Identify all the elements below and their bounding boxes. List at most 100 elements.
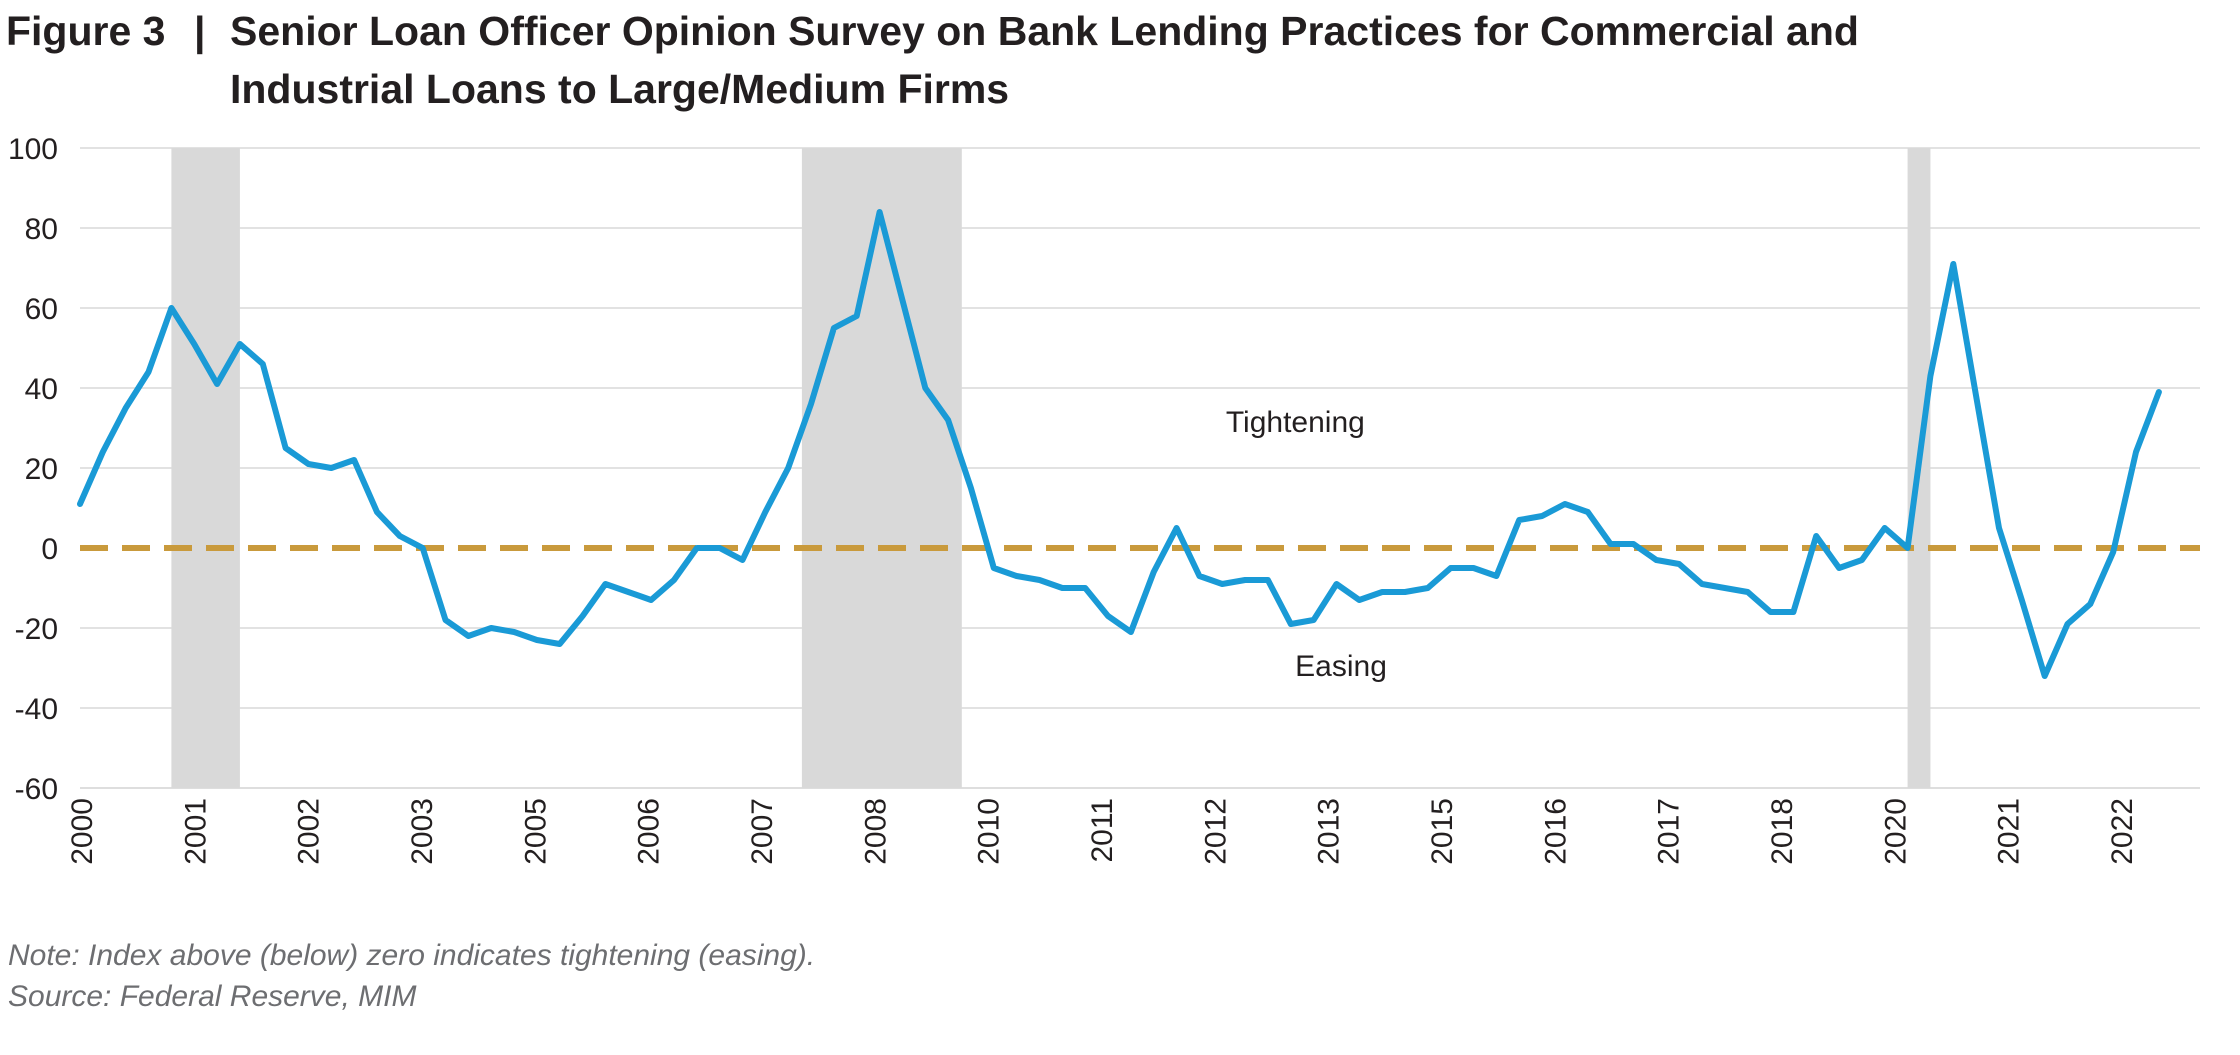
data-point [558,642,562,646]
data-point [2134,450,2138,454]
x-tick-label: 2003 [406,798,439,865]
data-point [215,382,219,386]
x-tick-label: 2011 [1086,798,1119,863]
data-point [352,458,356,462]
data-point [1791,610,1795,614]
figure-separator: | [194,8,206,54]
data-point [1700,582,1704,586]
data-point [809,402,813,406]
data-point [1334,582,1338,586]
data-point [946,418,950,422]
data-point [238,342,242,346]
y-tick-label: -20 [15,613,58,646]
y-tick-label: 60 [25,293,58,326]
data-point [1837,566,1841,570]
data-point [1563,502,1567,506]
y-tick-label: 80 [25,213,58,246]
x-tick-label: 2017 [1653,798,1686,865]
x-tick-label: 2018 [1766,798,1799,865]
data-point [2088,602,2092,606]
data-point [1015,574,1019,578]
x-tick-label: 2012 [1199,798,1232,865]
annotation-easing: Easing [1295,650,1387,683]
data-point [466,634,470,638]
data-point [741,558,744,562]
data-point [1220,582,1224,586]
data-point [1152,570,1156,574]
data-point [1494,574,1498,578]
data-point [1746,590,1750,594]
data-point [261,362,265,366]
data-point [444,618,448,622]
data-point [695,546,699,550]
data-point [329,466,333,470]
data-point [1060,586,1064,590]
data-point [1083,586,1087,590]
data-point [147,370,151,374]
data-point [603,582,607,586]
data-point [1609,542,1613,546]
data-point [306,462,310,466]
data-point [398,534,402,538]
data-point [992,566,996,570]
data-point [284,446,288,450]
x-tick-label: 2002 [293,798,326,865]
data-point [649,598,653,602]
data-point [2043,674,2047,678]
data-point [786,466,790,470]
x-tick-label: 2013 [1313,798,1346,865]
data-point [1540,514,1544,518]
chart-title: Senior Loan Officer Opinion Survey on Ba… [230,8,1859,112]
series-line [77,209,2162,679]
data-point [1175,526,1179,530]
annotations: Tightening Easing [1226,406,1387,683]
data-point [2157,390,2161,394]
data-point [672,578,676,582]
note-text: Note: Index above (below) zero indicates… [8,939,816,972]
data-point [1860,558,1864,562]
data-point [832,326,836,330]
data-point [1654,558,1658,562]
data-point [900,298,904,302]
series-layer [77,209,2162,679]
data-point [1426,586,1430,590]
source-text: Source: Federal Reserve, MIM [8,980,417,1013]
x-tick-label: 2005 [519,798,552,865]
data-point [1723,586,1727,590]
x-tick-label: 2020 [1879,798,1912,865]
data-point [1769,610,1773,614]
data-point [1357,598,1361,602]
data-point [489,626,493,630]
data-point [855,314,859,318]
data-point [535,638,539,642]
data-point [1106,614,1110,618]
data-point [1472,566,1476,570]
data-point [1677,562,1681,566]
data-point [101,450,105,454]
y-tick-label: -40 [15,693,58,726]
x-tick-label: 2000 [66,798,99,865]
y-axis-ticks: 100 80 60 40 20 0 -20 -40 -60 [8,133,58,806]
y-tick-label: 40 [25,373,58,406]
y-tick-label: 0 [41,533,58,566]
data-point [1906,546,1910,550]
data-point [1631,542,1635,546]
gridlines [80,147,2200,789]
x-tick-label: 2007 [746,798,779,865]
data-point [1243,578,1247,582]
data-point [169,306,173,310]
data-point [1312,618,1316,622]
data-point [1814,534,1818,538]
x-tick-label: 2016 [1539,798,1572,865]
x-tick-label: 2022 [2106,798,2139,865]
y-tick-label: 20 [25,453,58,486]
x-tick-label: 2010 [973,798,1006,865]
x-tick-label: 2021 [1993,798,2026,865]
data-point [1403,590,1407,594]
data-point [1974,394,1978,398]
data-point [923,386,927,390]
data-point [192,342,196,346]
data-point [1129,630,1133,634]
x-tick-label: 2006 [633,798,666,865]
